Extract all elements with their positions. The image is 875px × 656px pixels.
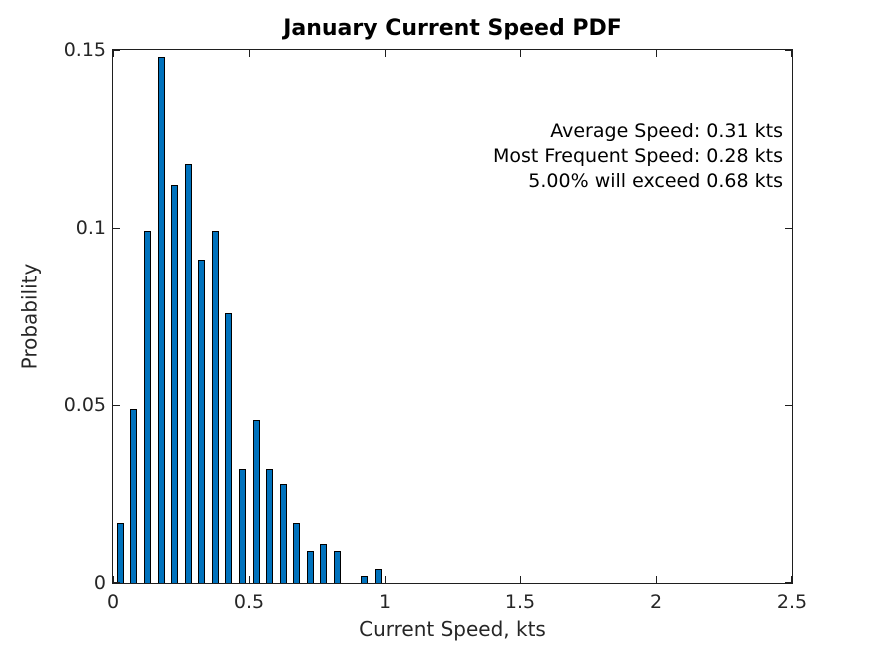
histogram-bar (266, 469, 273, 583)
x-axis-tick (249, 50, 250, 57)
x-axis-tick (656, 576, 657, 583)
histogram-bar (117, 523, 124, 583)
histogram-bar (158, 57, 165, 583)
y-axis-tick (785, 50, 792, 51)
y-axis-tick (113, 405, 120, 406)
histogram-bar (144, 231, 151, 583)
y-axis-label: Probability (17, 263, 42, 370)
histogram-bar (320, 544, 327, 583)
histogram-bar (130, 409, 137, 583)
x-axis-label: Current Speed, kts (359, 617, 546, 641)
histogram-bar (225, 313, 232, 583)
x-axis-tick (656, 50, 657, 57)
annotation-line-most-frequent-speed: Most Frequent Speed: 0.28 kts (492, 145, 783, 167)
y-axis-tick (113, 228, 120, 229)
histogram-bar (307, 551, 314, 583)
stats-annotation: Average Speed: 0.31 kts Most Frequent Sp… (493, 119, 783, 194)
x-tick-label: 2 (649, 591, 663, 613)
x-tick-label: 0 (106, 591, 120, 613)
y-tick-label: 0.05 (63, 394, 106, 416)
y-axis-tick (113, 50, 120, 51)
x-tick-label: 0.5 (233, 591, 265, 613)
annotation-line-exceedance-speed: 5.00% will exceed 0.68 kts (528, 170, 783, 192)
x-axis-tick (520, 50, 521, 57)
histogram-bar (239, 469, 246, 583)
y-tick-label: 0.15 (63, 39, 106, 61)
x-axis-tick (113, 576, 114, 583)
x-axis-tick (249, 576, 250, 583)
x-axis-tick (385, 576, 386, 583)
chart-title: January Current Speed PDF (283, 16, 622, 41)
y-axis-tick (785, 228, 792, 229)
histogram-bar (185, 164, 192, 583)
histogram-bar (334, 551, 341, 583)
histogram-bar (171, 185, 178, 583)
histogram-bar (280, 484, 287, 583)
histogram-bar (293, 523, 300, 583)
histogram-bar (253, 420, 260, 583)
y-tick-label: 0 (93, 572, 106, 594)
x-tick-label: 1 (378, 591, 392, 613)
annotation-line-average-speed: Average Speed: 0.31 kts (550, 120, 783, 142)
y-axis-tick (785, 582, 792, 583)
histogram-bar (375, 569, 382, 583)
x-tick-label: 2.5 (776, 591, 808, 613)
x-axis-tick (113, 50, 114, 57)
x-axis-tick (385, 50, 386, 57)
plot-area (112, 49, 793, 584)
x-axis-tick (791, 50, 792, 57)
y-tick-label: 0.1 (75, 217, 106, 239)
x-axis-tick (791, 576, 792, 583)
y-axis-tick (785, 405, 792, 406)
x-axis-tick (520, 576, 521, 583)
x-tick-label: 1.5 (504, 591, 536, 613)
histogram-bar (198, 260, 205, 583)
histogram-bar (212, 231, 219, 583)
histogram-bar (361, 576, 368, 583)
y-axis-tick (113, 582, 120, 583)
